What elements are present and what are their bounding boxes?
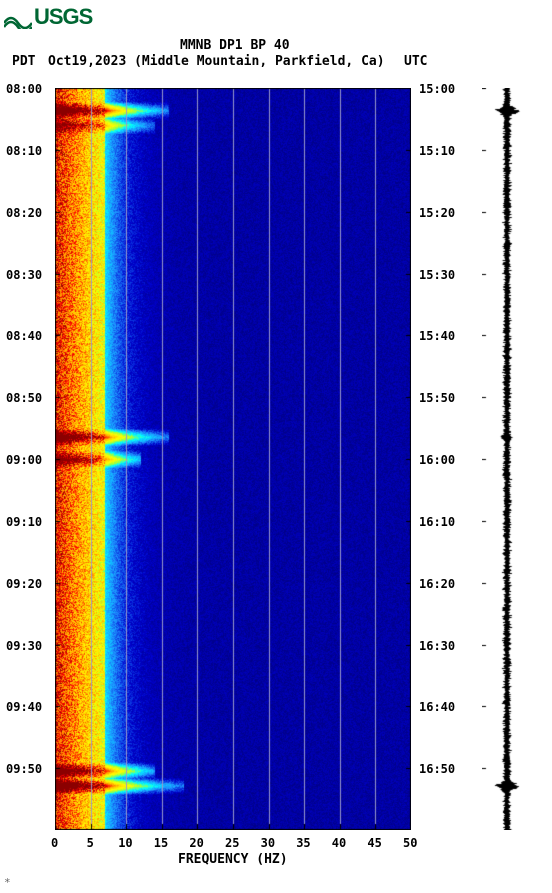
y-right-tick: 16:00: [419, 453, 455, 467]
x-tick: 25: [225, 836, 239, 850]
y-left-tick: 08:10: [6, 144, 42, 158]
y-left-tick: 08:30: [6, 268, 42, 282]
x-tick: 20: [189, 836, 203, 850]
date-location: Oct19,2023 (Middle Mountain, Parkfield, …: [48, 54, 385, 69]
footer-mark: *: [4, 876, 11, 889]
y-right-tick: 16:40: [419, 700, 455, 714]
waveform-plot: [482, 88, 532, 834]
y-right-tick: 16:10: [419, 515, 455, 529]
x-tick: 45: [367, 836, 381, 850]
x-tick: 40: [332, 836, 346, 850]
x-axis-label: FREQUENCY (HZ): [178, 852, 288, 867]
y-left-tick: 08:00: [6, 82, 42, 96]
right-timezone: UTC: [404, 54, 427, 69]
y-right-tick: 16:20: [419, 577, 455, 591]
y-left-tick: 09:30: [6, 639, 42, 653]
x-tick: 50: [403, 836, 417, 850]
y-right-tick: 15:10: [419, 144, 455, 158]
y-left-tick: 08:50: [6, 391, 42, 405]
y-left-tick: 09:00: [6, 453, 42, 467]
y-right-tick: 16:30: [419, 639, 455, 653]
y-left-tick: 09:10: [6, 515, 42, 529]
y-left-tick: 09:50: [6, 762, 42, 776]
spectrogram-plot: [55, 88, 411, 830]
y-right-tick: 16:50: [419, 762, 455, 776]
x-tick: 0: [51, 836, 58, 850]
y-right-tick: 15:00: [419, 82, 455, 96]
y-left-tick: 08:20: [6, 206, 42, 220]
y-left-tick: 08:40: [6, 329, 42, 343]
x-tick: 15: [154, 836, 168, 850]
x-tick: 35: [296, 836, 310, 850]
x-tick: 30: [261, 836, 275, 850]
logo-text: USGS: [34, 4, 92, 29]
usgs-logo: USGS: [4, 4, 92, 30]
chart-title: MMNB DP1 BP 40: [180, 38, 290, 53]
y-left-tick: 09:40: [6, 700, 42, 714]
y-left-tick: 09:20: [6, 577, 42, 591]
y-right-tick: 15:20: [419, 206, 455, 220]
x-tick: 10: [118, 836, 132, 850]
left-timezone: PDT: [12, 54, 35, 69]
wave-icon: [4, 9, 32, 27]
y-right-tick: 15:40: [419, 329, 455, 343]
y-right-tick: 15:30: [419, 268, 455, 282]
y-right-tick: 15:50: [419, 391, 455, 405]
x-tick: 5: [87, 836, 94, 850]
